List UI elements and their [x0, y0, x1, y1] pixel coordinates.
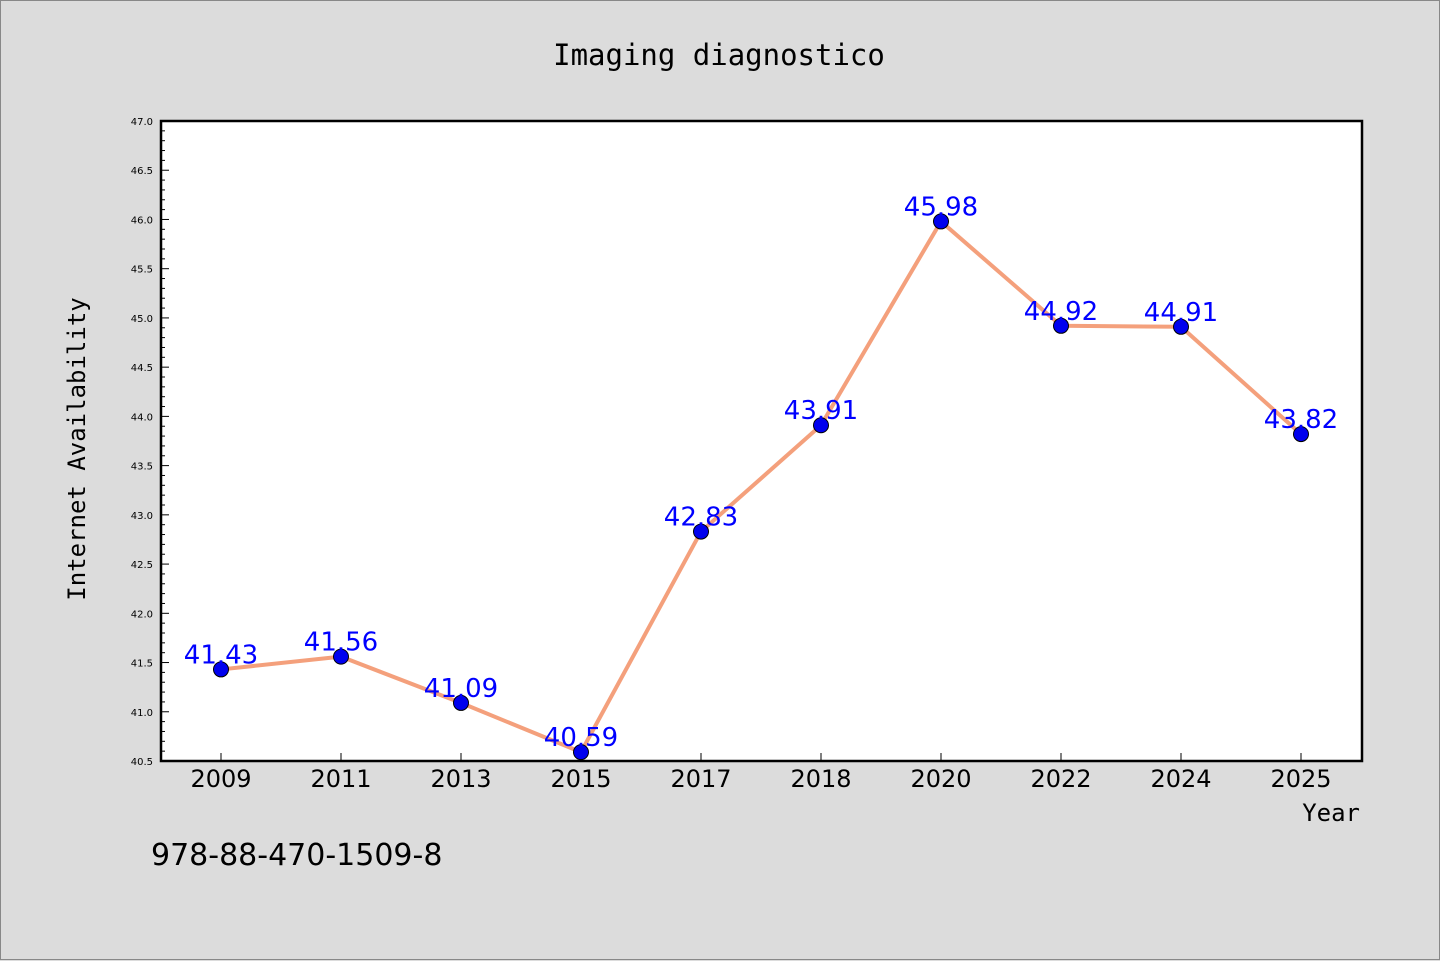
- y-tick-label: 43.5: [131, 462, 153, 473]
- y-tick-label: 46.0: [131, 215, 153, 226]
- y-tick-label: 46.5: [131, 166, 153, 177]
- y-tick-label: 45.0: [131, 314, 153, 325]
- x-tick-label: 2022: [1030, 765, 1091, 793]
- data-point[interactable]: [453, 694, 469, 711]
- data-point[interactable]: [1053, 317, 1069, 334]
- y-tick-label: 44.5: [131, 363, 153, 374]
- data-label: 43.82: [1264, 405, 1338, 435]
- data-point[interactable]: [693, 523, 709, 540]
- x-tick-label: 2025: [1270, 765, 1331, 793]
- y-tick-label: 43.0: [131, 511, 153, 522]
- data-label: 44.92: [1024, 297, 1098, 327]
- data-point[interactable]: [1173, 318, 1189, 335]
- y-tick-label: 40.5: [131, 757, 153, 768]
- data-label: 40.59: [544, 723, 618, 753]
- y-axis-label: Internet Availability: [63, 297, 91, 600]
- series-layer: 41.43 41.56 41.09 40.59 42.83 43.91 45.98 44.92…: [184, 192, 1338, 761]
- y-axis: 40.5 41.0 41.5 42.0 42.5 43.0 43.5 44.0 44.5 45.0…: [131, 117, 169, 768]
- x-axis: 2009 2011 2013 2015 2017 2018 2020 2022 2024 2025: [190, 753, 1332, 793]
- plot-area: [159, 119, 1364, 763]
- y-tick-label: 45.5: [131, 265, 153, 276]
- data-label: 42.83: [664, 503, 738, 533]
- y-tick-label: 47.0: [131, 117, 153, 128]
- data-point[interactable]: [933, 213, 949, 230]
- data-label: 41.56: [304, 628, 378, 658]
- data-point[interactable]: [573, 744, 589, 761]
- y-tick-label: 41.0: [131, 708, 153, 719]
- data-label: 44.91: [1144, 298, 1218, 328]
- data-label: 41.09: [424, 674, 498, 704]
- x-tick-label: 2013: [430, 765, 491, 793]
- data-point[interactable]: [1293, 426, 1309, 443]
- y-tick-label: 42.5: [131, 560, 153, 571]
- x-tick-label: 2017: [670, 765, 731, 793]
- y-tick-label: 42.0: [131, 609, 153, 620]
- data-label: 41.43: [184, 640, 258, 670]
- data-label: 45.98: [904, 192, 978, 222]
- x-tick-label: 2009: [190, 765, 251, 793]
- data-point[interactable]: [333, 648, 349, 665]
- y-tick-label: 41.5: [131, 659, 153, 670]
- series-line: [220, 219, 1303, 755]
- chart-title: Imaging diagnostico: [553, 38, 885, 72]
- x-tick-label: 2018: [790, 765, 851, 793]
- x-tick-label: 2020: [910, 765, 971, 793]
- data-point[interactable]: [813, 417, 829, 434]
- x-tick-label: 2024: [1150, 765, 1211, 793]
- x-axis-label: Year: [1302, 799, 1360, 827]
- data-point[interactable]: [213, 661, 229, 678]
- isbn-annotation: 978-88-470-1509-8: [151, 838, 442, 873]
- x-tick-label: 2015: [550, 765, 611, 793]
- y-tick-label: 44.0: [131, 412, 153, 423]
- x-tick-label: 2011: [310, 765, 371, 793]
- data-label: 43.91: [784, 396, 858, 426]
